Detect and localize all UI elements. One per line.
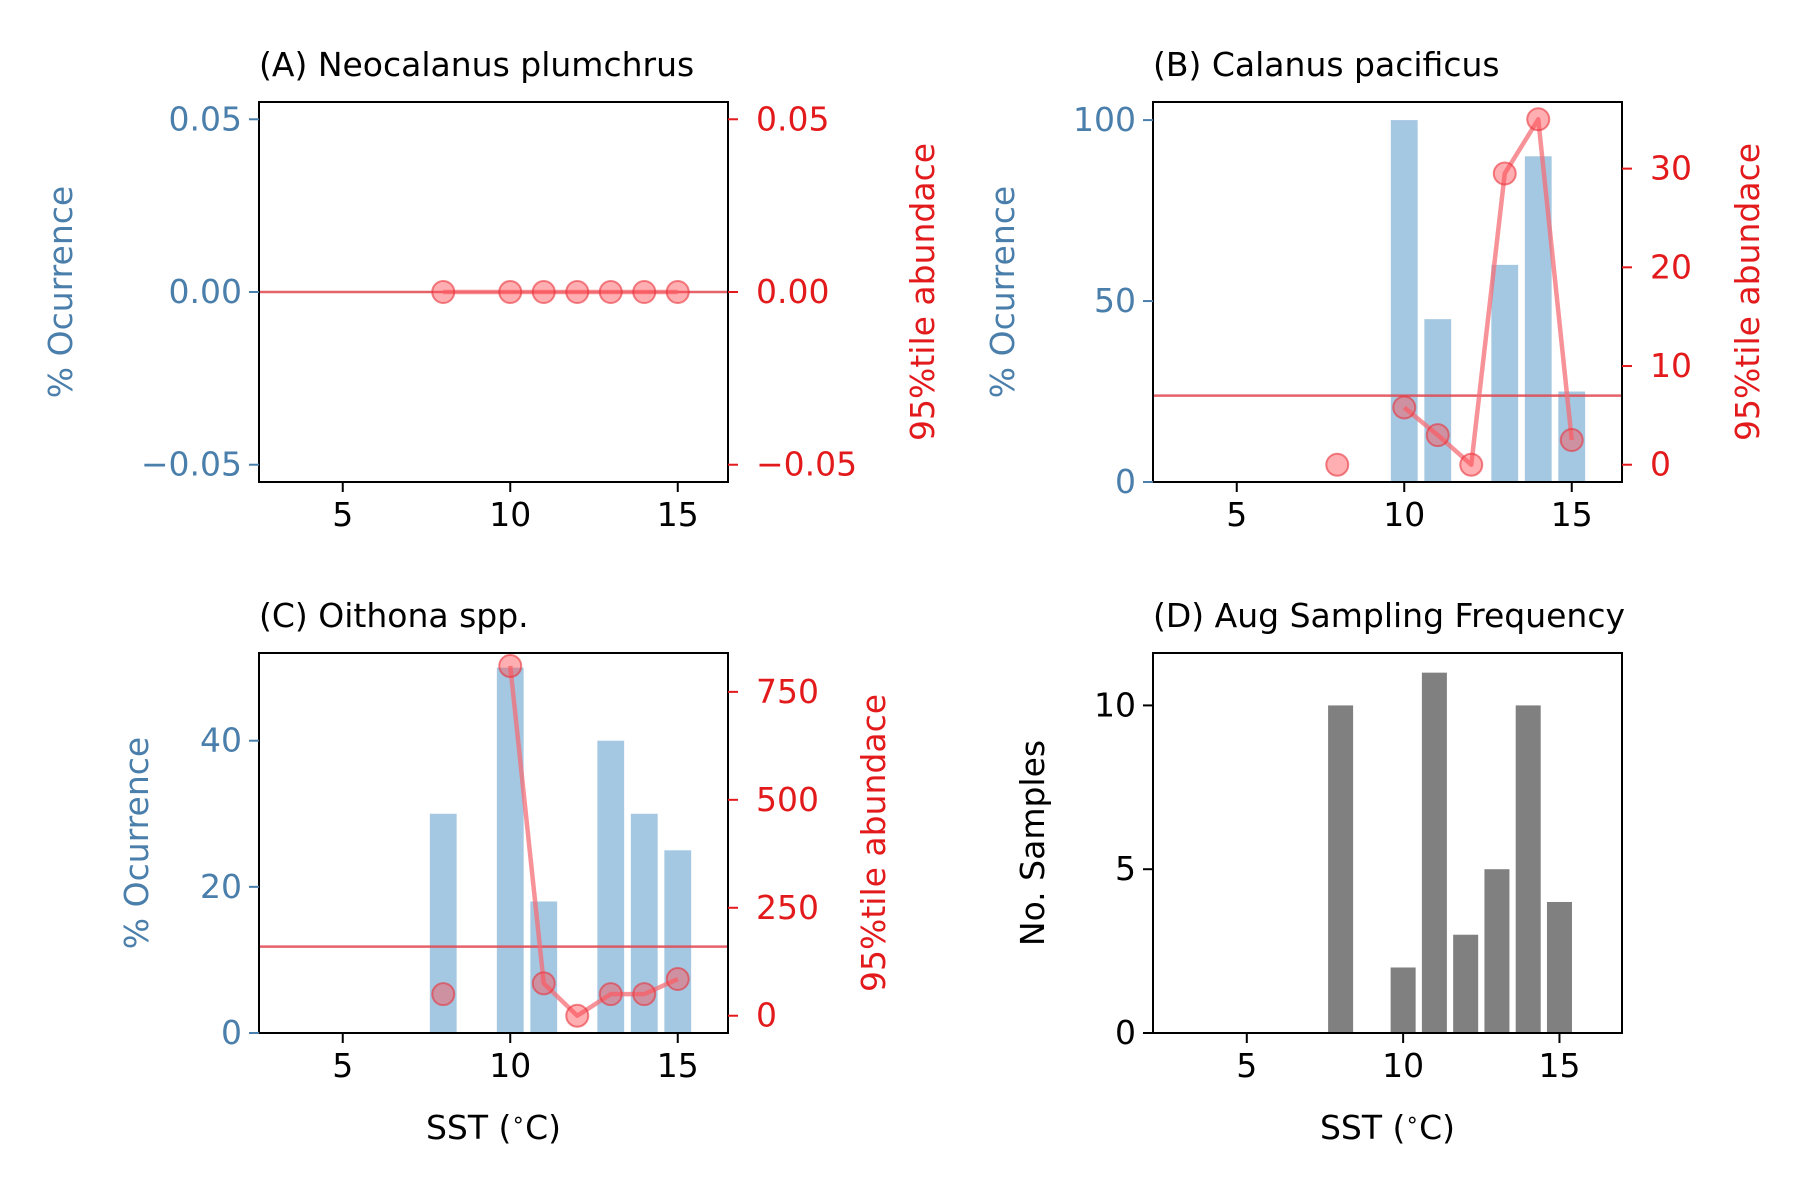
x-tick-label-0: 5	[1236, 1046, 1257, 1085]
x-tick-label-1: 10	[489, 495, 531, 534]
x-axis-label: SST (∘C)	[426, 1108, 561, 1147]
data-point-6	[665, 280, 690, 304]
series-line-0	[1402, 117, 1574, 467]
data-point-0	[1325, 452, 1350, 477]
x-tick-label-2: 15	[1551, 495, 1593, 534]
bar-0	[1390, 120, 1418, 482]
y-right-axis-label: 95%tile abundace	[854, 694, 893, 992]
data-point-0	[431, 280, 456, 304]
y-right-tick-label-2: 500	[756, 780, 819, 819]
y-left-tick-label-2: 10	[1094, 685, 1136, 724]
y-left-tick-label-0: 0	[1115, 462, 1136, 501]
x-tick-label-0: 5	[332, 495, 353, 534]
bar-0	[429, 813, 457, 1033]
data-point-6	[1559, 428, 1584, 453]
data-point-1	[498, 653, 523, 678]
data-point-5	[632, 280, 657, 304]
bar-1	[496, 667, 524, 1033]
data-point-4	[598, 982, 623, 1007]
y-right-tick-label-1: 0.00	[756, 272, 829, 311]
y-left-axis-label: % Ocurrence	[117, 737, 156, 949]
axes-frame	[258, 652, 729, 1034]
bar-2	[1421, 672, 1447, 1033]
y-left-axis-label: % Ocurrence	[41, 186, 80, 398]
data-point-2	[531, 280, 556, 304]
y-right-tick-label-0: 0	[1650, 445, 1671, 484]
y-left-tick-label-1: 5	[1115, 849, 1136, 888]
series-line-0	[508, 665, 679, 1018]
y-left-tick-label-2: 0.05	[169, 99, 242, 138]
y-right-tick-label-3: 750	[756, 672, 819, 711]
y-left-tick-label-1: 50	[1094, 281, 1136, 320]
y-right-axis-label: 95%tile abundace	[903, 143, 942, 441]
y-left-axis-label: % Ocurrence	[983, 186, 1022, 398]
x-tick-label-2: 15	[657, 495, 699, 534]
bar-5	[664, 850, 692, 1033]
y-left-axis-label: No. Samples	[1013, 740, 1052, 946]
panel-title: (A) Neocalanus plumchrus	[259, 45, 694, 84]
data-point-0	[431, 982, 456, 1007]
bar-1	[1390, 967, 1416, 1033]
y-right-tick-label-3: 30	[1650, 149, 1692, 188]
data-point-6	[665, 967, 690, 992]
y-left-tick-label-0: 0	[1115, 1013, 1136, 1052]
bar-4	[630, 813, 658, 1033]
y-left-tick-label-2: 100	[1073, 100, 1136, 139]
data-point-4	[598, 280, 623, 304]
bar-5	[1515, 705, 1541, 1033]
x-tick-label-1: 10	[1382, 1046, 1424, 1085]
panel-title: (C) Oithona spp.	[259, 596, 529, 635]
bar-2	[1491, 264, 1519, 482]
data-point-3	[1459, 452, 1484, 477]
panel-a-neocalanus: 5 10 15 −0.05 0.00 0.05 −0.05 0.00 0.05 (A) Neoca…	[41, 45, 942, 534]
y-right-tick-label-0: 0	[756, 996, 777, 1035]
bar-0	[1328, 705, 1354, 1033]
x-axis-label: SST (∘C)	[1320, 1108, 1455, 1147]
x-tick-label-1: 10	[1383, 495, 1425, 534]
panel-b-calanus: 5 10 15 0 50 100 0 10 20 30 (B) Calanus pacificus%…	[983, 45, 1767, 534]
y-left-tick-label-1: 20	[200, 867, 242, 906]
y-left-tick-label-0: 0	[221, 1013, 242, 1052]
y-left-tick-label-1: 0.00	[169, 272, 242, 311]
panel-title: (B) Calanus pacificus	[1153, 45, 1500, 84]
bar-3	[597, 740, 625, 1033]
y-right-tick-label-2: 0.05	[756, 99, 829, 138]
data-point-2	[531, 971, 556, 996]
data-point-2	[1425, 423, 1450, 448]
data-point-3	[565, 1003, 590, 1028]
data-point-3	[565, 280, 590, 304]
bar-3	[1453, 934, 1479, 1033]
y-right-tick-label-0: −0.05	[756, 445, 857, 484]
x-tick-label-2: 15	[657, 1046, 699, 1085]
x-tick-label-1: 10	[489, 1046, 531, 1085]
x-tick-label-0: 5	[1226, 495, 1247, 534]
y-right-tick-label-1: 10	[1650, 346, 1692, 385]
axes-frame	[1152, 652, 1623, 1034]
y-right-axis-label: 95%tile abundace	[1728, 143, 1767, 441]
x-tick-label-2: 15	[1538, 1046, 1580, 1085]
bar-1	[1424, 319, 1452, 482]
data-point-1	[498, 280, 523, 304]
panel-c-oithona: 5 10 15 0 20 40 0 250 500 750 (C) Oithona spp. % Oc…	[117, 596, 893, 1147]
y-left-tick-label-0: −0.05	[141, 445, 242, 484]
axes-frame	[1152, 101, 1623, 483]
data-point-4	[1492, 161, 1517, 186]
panel-d-sampling-frequency: 5 10 15 0 5 10 (D) Aug Sampling Frequency No. S…	[1013, 596, 1625, 1147]
bar-6	[1546, 901, 1572, 1033]
y-right-tick-label-2: 20	[1650, 247, 1692, 286]
x-tick-label-0: 5	[332, 1046, 353, 1085]
y-right-tick-label-1: 250	[756, 888, 819, 927]
y-left-tick-label-2: 40	[200, 721, 242, 760]
data-point-5	[632, 982, 657, 1007]
data-point-5	[1526, 107, 1551, 132]
bar-4	[1484, 869, 1510, 1033]
data-point-1	[1392, 395, 1417, 420]
panel-title: (D) Aug Sampling Frequency	[1153, 596, 1625, 635]
